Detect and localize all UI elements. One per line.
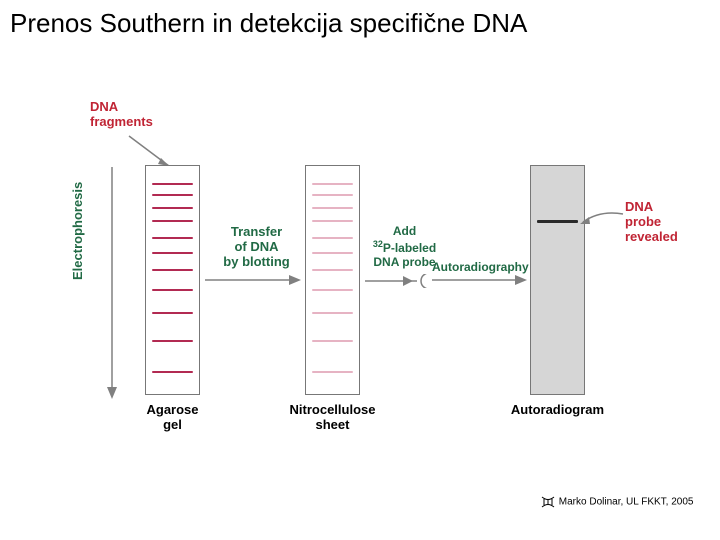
gel-band [152, 237, 193, 239]
transfer-label: Transfer of DNA by blotting [214, 225, 299, 270]
gel-band [152, 252, 193, 254]
gel-band [312, 371, 353, 373]
page-title: Prenos Southern in detekcija specifične … [0, 0, 720, 39]
gel-band [152, 207, 193, 209]
gel-band [312, 183, 353, 185]
caption-agarose: Agarose gel [125, 402, 220, 432]
gel-band [152, 340, 193, 342]
gel-band [152, 269, 193, 271]
agarose-gel-panel [145, 165, 200, 395]
gel-band [312, 312, 353, 314]
pointer-probe-revealed [580, 210, 625, 228]
autoradiogram-panel [530, 165, 585, 395]
nitrocellulose-panel [305, 165, 360, 395]
add-probe-label: Add 32P-labeled DNA probe [367, 225, 442, 269]
dna-probe-revealed-label: DNA probe revealed [625, 200, 678, 245]
gel-band [312, 252, 353, 254]
caption-autoradio: Autoradiogram [500, 402, 615, 417]
text: Transfer of DNA by blotting [223, 224, 289, 269]
electrophoresis-label: Electrophoresis [70, 182, 85, 280]
gel-band [312, 289, 353, 291]
arrow-add-probe [365, 274, 431, 288]
gel-band [312, 237, 353, 239]
gel-band [152, 194, 193, 196]
footer-text: Marko Dolinar, UL FKKT, 2005 [559, 497, 694, 508]
gel-band [152, 289, 193, 291]
electrophoresis-arrow [105, 165, 119, 400]
gel-band [312, 207, 353, 209]
footer-credit: Marko Dolinar, UL FKKT, 2005 [540, 495, 693, 509]
gel-band [152, 183, 193, 185]
gel-band [312, 220, 353, 222]
gel-band [312, 340, 353, 342]
caption-nitro: Nitrocellulose sheet [275, 402, 390, 432]
autoradiography-label: Autoradiography [432, 260, 532, 274]
gel-band [312, 194, 353, 196]
dna-icon [540, 495, 556, 509]
arrow-transfer [205, 274, 301, 286]
gel-band [152, 220, 193, 222]
text: Add [393, 224, 416, 238]
text: DNA probe revealed [625, 199, 678, 244]
arrow-autoradiography [432, 274, 527, 286]
gel-band [152, 312, 193, 314]
dna-fragments-label: DNA fragments [90, 100, 153, 130]
gel-band [312, 269, 353, 271]
text: DNA fragments [90, 99, 153, 129]
gel-band [152, 371, 193, 373]
gel-band [537, 220, 578, 223]
